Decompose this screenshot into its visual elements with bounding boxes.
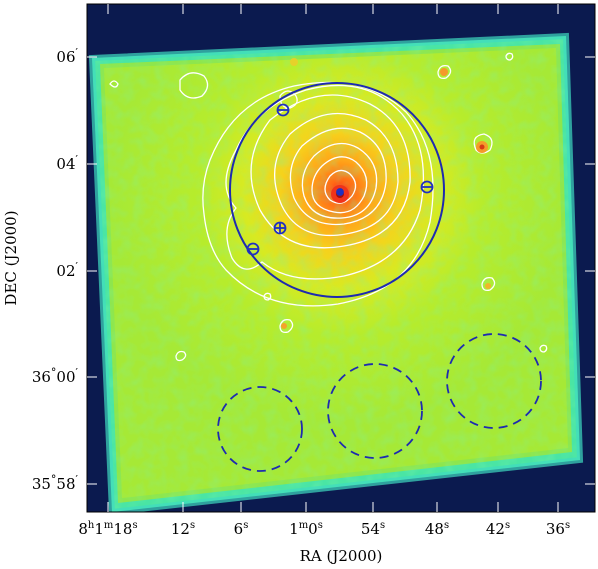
x-tick-labels: 8h1m18s 12s 6s 1m0s 54s 48s 42s 36s <box>78 520 570 538</box>
point-source-1 <box>276 103 290 117</box>
x-tick-label: 8h1m18s <box>78 520 137 538</box>
x-axis-title: RA (J2000) <box>300 547 383 565</box>
y-tick-label: 06′ <box>56 46 78 66</box>
x-tick-label: 48s <box>425 520 449 538</box>
detector-field <box>88 32 584 512</box>
y-axis-title: DEC (J2000) <box>2 210 20 305</box>
x-tick-label: 36s <box>546 520 570 538</box>
point-source-4 <box>246 242 260 256</box>
bkg-region-2 <box>327 363 423 459</box>
tick-marks <box>87 4 595 512</box>
x-tick-label: 12s <box>171 520 195 538</box>
point-source-2 <box>420 180 434 194</box>
surface-brightness-contours <box>109 52 548 362</box>
y-tick-label: 02′ <box>56 260 78 280</box>
point-source-3 <box>273 221 287 235</box>
x-tick-label: 54s <box>361 520 385 538</box>
background-regions <box>217 333 542 472</box>
image-panel <box>87 4 595 512</box>
bkg-region-1 <box>217 386 303 472</box>
excluded-point-sources <box>246 103 434 256</box>
x-tick-label: 1m0s <box>289 520 323 538</box>
y-tick-label: 35°58′ <box>32 473 79 493</box>
plot-frame <box>86 3 596 513</box>
point-source-5 <box>336 188 344 196</box>
extraction-circle <box>229 82 445 298</box>
y-tick-labels: 06′ 04′ 02′ 36°00′ 35°58′ <box>32 46 79 493</box>
x-tick-label: 42s <box>486 520 510 538</box>
x-tick-label: 6s <box>234 520 249 538</box>
y-tick-label: 36°00′ <box>32 366 79 386</box>
bkg-region-3 <box>446 333 542 429</box>
y-tick-label: 04′ <box>56 153 78 173</box>
